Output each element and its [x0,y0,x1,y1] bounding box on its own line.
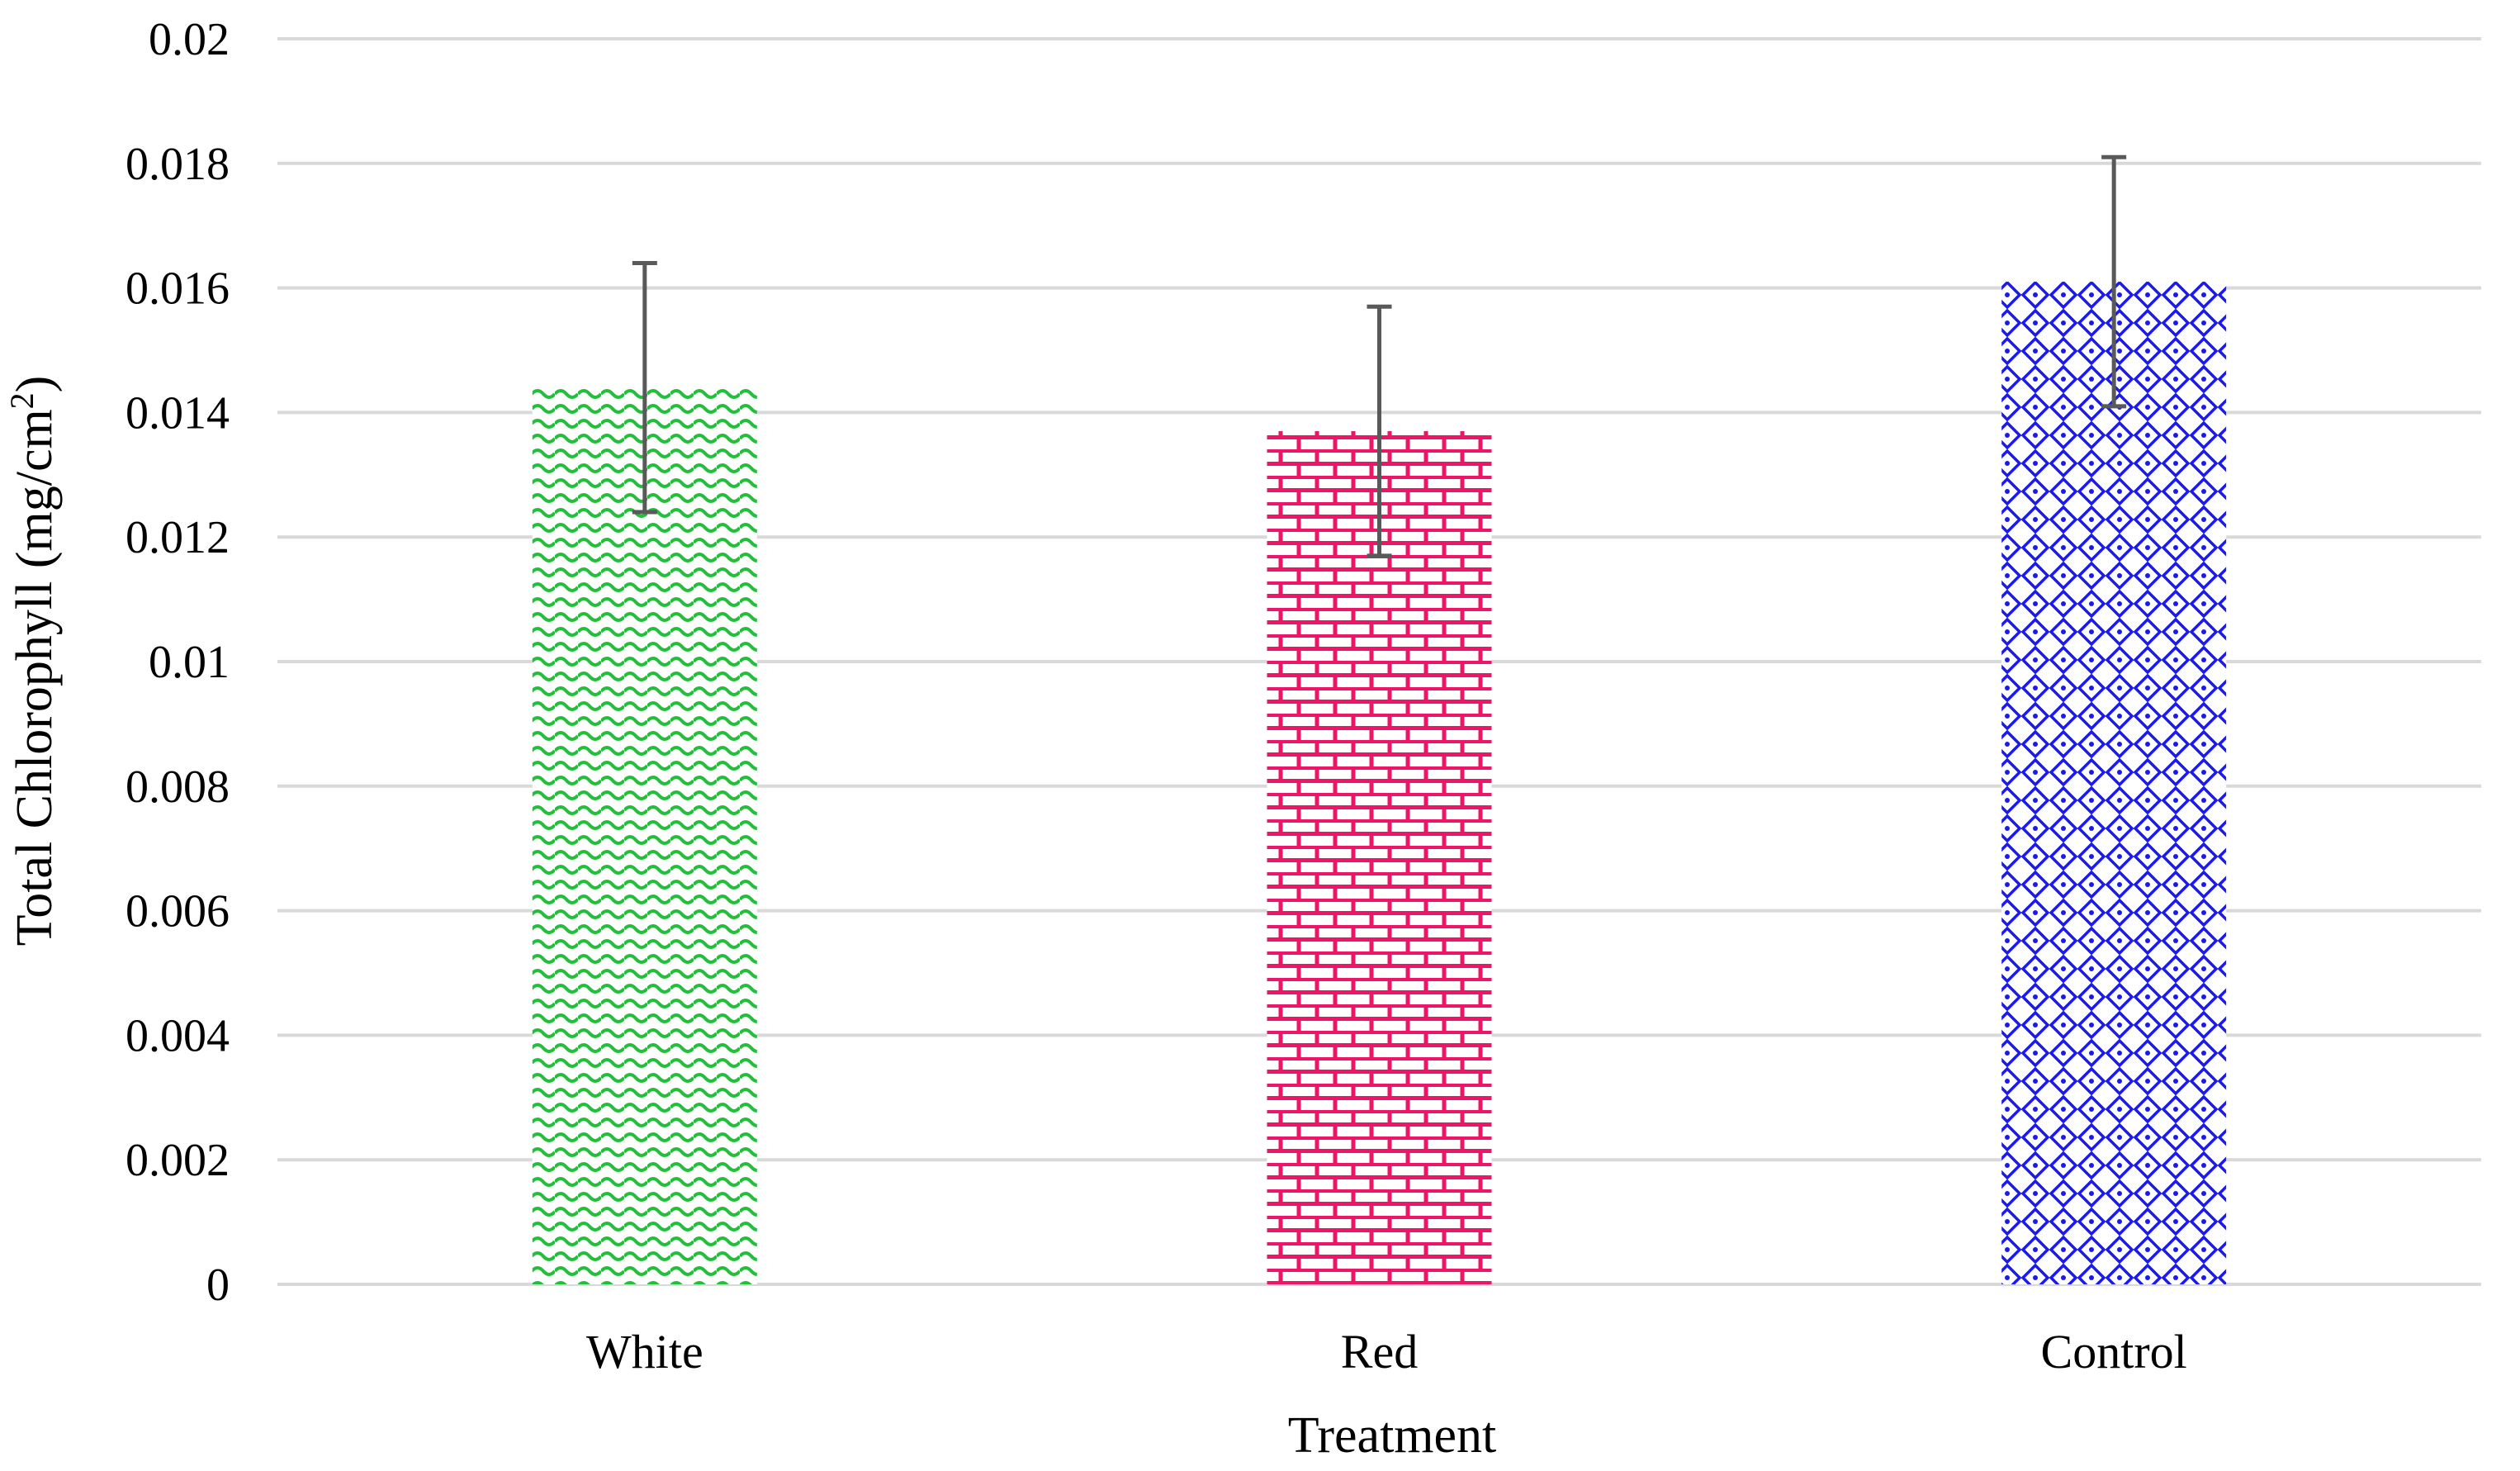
y-axis-title-suffix: ) [7,376,63,393]
y-tick-label: 0.016 [126,263,230,315]
y-tick-label: 0.004 [126,1010,230,1061]
bar-white [532,387,757,1284]
error-bar-control [2101,154,2127,409]
y-tick-label: 0.018 [126,139,230,190]
y-tick-label: 0.008 [126,762,230,813]
error-bar-red [1367,304,1392,558]
x-category-label-white: White [586,1325,703,1378]
y-tick-label: 0.014 [126,387,230,439]
error-bars [632,154,2127,558]
y-axis-title: Total Chlorophyll (mg/cm2) [3,376,63,947]
y-axis-ticks: 0 0.002 0.004 0.006 0.008 0.01 0.012 0.014 0.016… [126,14,230,1311]
x-axis-categories: White Red Control [586,1325,2187,1378]
x-axis-title: Treatment [1288,1407,1497,1464]
bar-control [2001,282,2227,1284]
y-tick-label: 0.002 [126,1135,230,1186]
bar-red [1267,431,1492,1284]
y-tick-label: 0.012 [126,512,230,563]
x-category-label-control: Control [2041,1325,2187,1378]
bars [532,282,2227,1284]
y-axis-title-superscript: 2 [3,392,40,409]
y-axis-title-main: Total Chlorophyll (mg/cm [7,409,63,946]
y-tick-label: 0 [206,1260,230,1311]
y-tick-label: 0.006 [126,886,230,937]
x-category-label-red: Red [1341,1325,1418,1378]
y-tick-label: 0.02 [149,14,230,65]
y-tick-label: 0.01 [149,637,230,688]
error-bar-white [632,260,657,515]
